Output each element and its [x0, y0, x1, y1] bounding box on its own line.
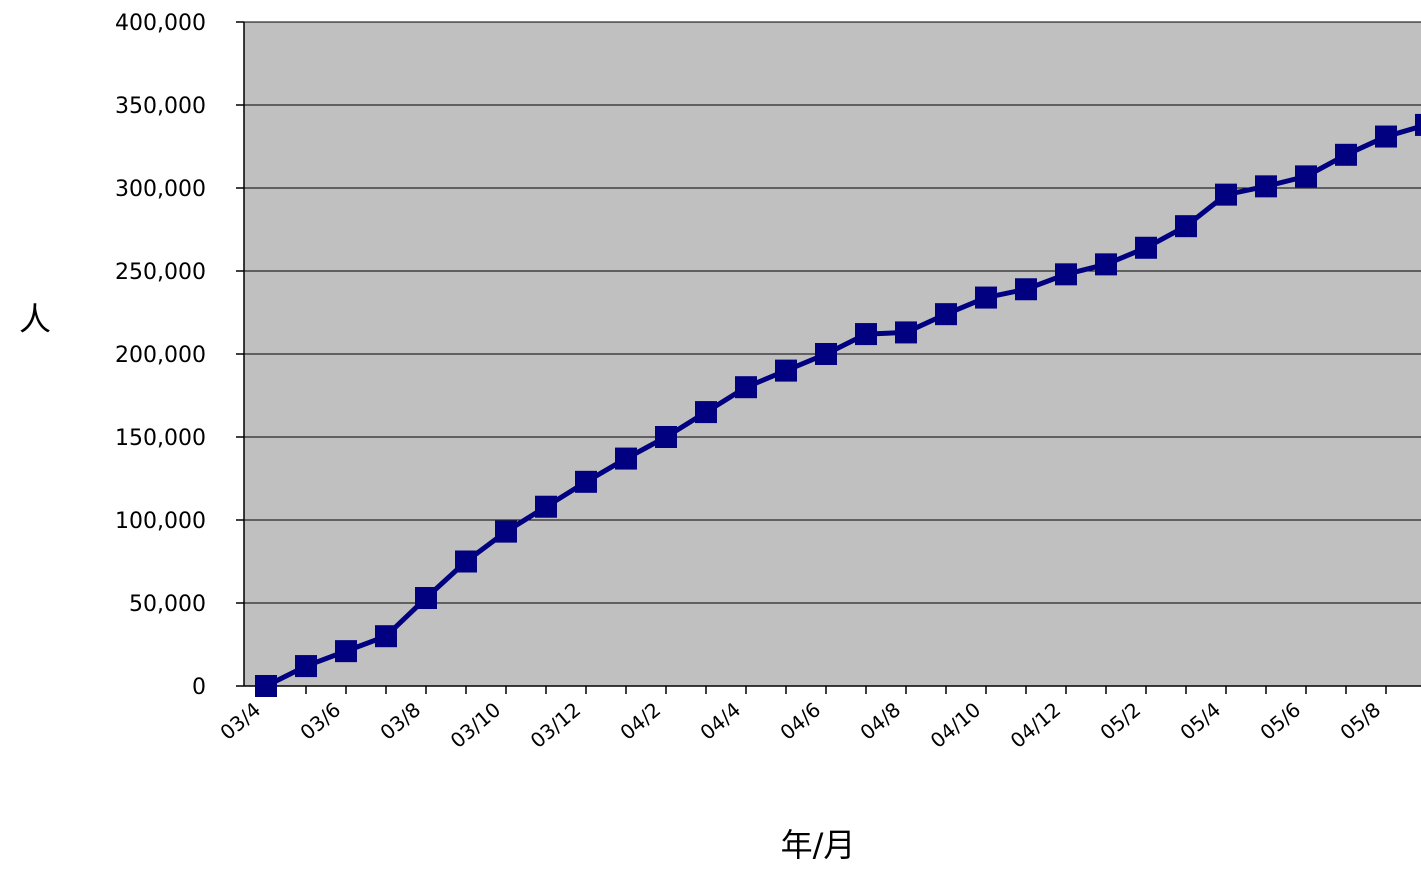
x-tick-label: 04/2: [615, 697, 665, 744]
y-tick-label: 50,000: [129, 592, 206, 617]
data-point-marker: [615, 447, 637, 470]
data-point-marker: [1135, 236, 1157, 259]
data-point-marker: [855, 323, 877, 346]
y-tick-label: 250,000: [115, 260, 206, 285]
data-point-marker: [1055, 263, 1077, 286]
x-tick-label: 05/2: [1095, 697, 1145, 744]
data-point-marker: [1015, 278, 1037, 301]
x-tick-label: 04/4: [695, 697, 745, 744]
data-point-marker: [455, 550, 477, 573]
data-point-marker: [255, 675, 277, 697]
data-point-marker: [975, 286, 997, 309]
data-point-marker: [535, 495, 557, 518]
y-axis-title: 人: [19, 300, 51, 338]
x-tick-label: 05/8: [1335, 697, 1385, 744]
data-point-marker: [1095, 253, 1117, 276]
data-point-marker: [335, 640, 357, 663]
y-tick-label: 0: [192, 675, 206, 700]
x-axis-title: 年/月: [781, 826, 856, 864]
data-point-marker: [655, 426, 677, 448]
data-point-marker: [1295, 165, 1317, 188]
y-tick-label: 150,000: [115, 426, 206, 451]
data-point-marker: [895, 321, 917, 344]
data-point-marker: [1335, 143, 1357, 166]
x-tick-label: 03/8: [375, 697, 425, 744]
y-axis-ticks: 0 50,000 100,000 150,000 200,000 250,000 300,0…: [115, 11, 244, 700]
x-tick-label: 03/10: [446, 697, 506, 752]
y-tick-label: 400,000: [115, 11, 206, 36]
data-point-marker: [575, 470, 597, 493]
data-point-marker: [415, 587, 437, 610]
data-point-marker: [1375, 125, 1397, 148]
y-tick-label: 100,000: [115, 509, 206, 534]
x-tick-label: 04/6: [775, 697, 825, 744]
x-tick-label: 05/4: [1175, 697, 1225, 744]
x-axis-ticks: 03/4 03/6 03/8 03/10 03/12 04/2 04/4 04/6 04/8 04…: [215, 686, 1387, 753]
data-point-marker: [495, 520, 517, 543]
data-point-marker: [295, 655, 317, 678]
y-tick-label: 350,000: [115, 94, 206, 119]
data-point-marker: [815, 343, 837, 365]
data-point-marker: [1215, 183, 1237, 206]
y-tick-label: 300,000: [115, 177, 206, 202]
data-point-marker: [735, 376, 757, 399]
x-tick-label: 04/8: [855, 697, 905, 744]
x-tick-label: 03/6: [295, 697, 345, 744]
x-tick-label: 04/12: [1006, 697, 1066, 752]
data-point-marker: [695, 401, 717, 424]
data-point-marker: [375, 625, 397, 648]
y-tick-label: 200,000: [115, 343, 206, 368]
x-tick-label: 05/6: [1255, 697, 1305, 744]
data-point-marker: [1175, 215, 1197, 238]
data-point-marker: [775, 359, 797, 382]
x-tick-label: 04/10: [926, 697, 986, 752]
series: [255, 113, 1421, 697]
data-point-marker: [935, 303, 957, 326]
data-point-marker: [1255, 175, 1277, 198]
x-tick-label: 03/4: [215, 697, 265, 744]
x-tick-label: 03/12: [526, 697, 586, 752]
data-point-marker: [1415, 113, 1421, 136]
